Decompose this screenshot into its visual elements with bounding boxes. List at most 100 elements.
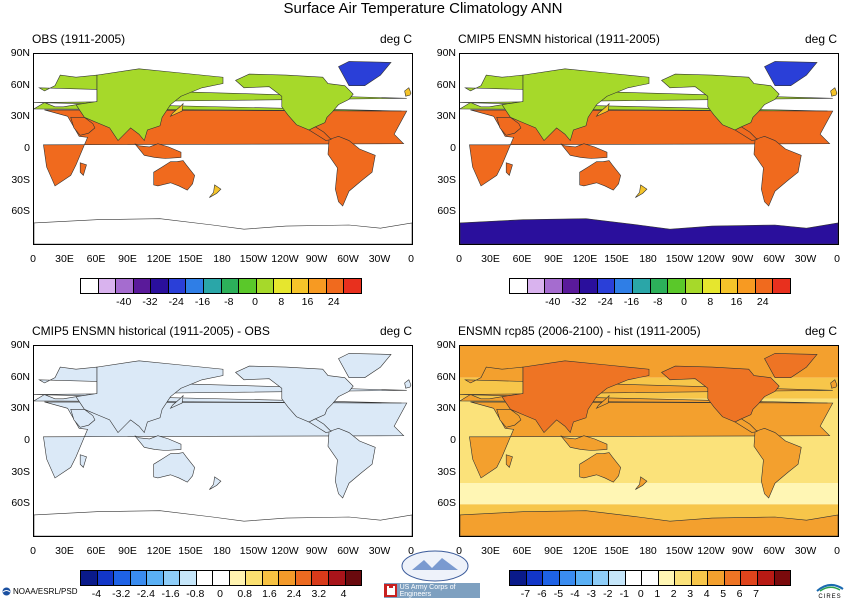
colorbar-swatch [97,571,115,585]
lon-tick-label: 60E [512,545,532,557]
lon-tick-label: 90W [305,545,328,557]
lon-tick-label: 150W [239,253,268,265]
lon-tick-label: 0 [408,253,414,265]
continent-samerica [327,428,376,499]
continent-madagascar [79,162,87,176]
panel-rcp85-minus-hist: ENSMN rcp85 (2006-2100) - hist (1911-200… [423,314,846,600]
colorbar-swatch [526,571,544,585]
colorbar-swatch [163,571,181,585]
colorbar-swatch [229,571,247,585]
continent-madagascar [505,454,513,468]
lat-tick-label: 0 [450,142,456,154]
continent-nz [635,184,648,198]
lon-tick-label: 0 [30,253,36,265]
lon-tick-label: 90W [731,253,754,265]
colorbar-label: -0.8 [186,588,205,600]
lat-tick-label: 60N [436,78,456,91]
colorbar-label: -3 [586,588,597,600]
colorbar-swatch [133,279,152,293]
colorbar [80,570,362,586]
colorbar-swatch [527,279,546,293]
continent-greenland [764,61,818,86]
colorbar-swatch [510,571,527,585]
colorbar-swatch [151,279,169,293]
colorbar-swatch [221,279,240,293]
colorbar-label: 24 [756,296,769,308]
colorbar-swatch [295,571,313,585]
map-svg [34,61,412,244]
colorbar-swatch [196,571,214,585]
colorbar-label: -4 [91,588,102,600]
colorbar-label: 16 [730,296,743,308]
colorbar-label: -8 [653,296,663,308]
noaa-label: NOAA/ESRL/PSD [13,587,78,596]
continent-greenland [764,353,818,378]
figure-title: Surface Air Temperature Climatology ANN [283,0,563,17]
continent-japan [595,102,610,117]
continent-indonesia [134,435,182,451]
continent-arabia [496,409,522,428]
panel-units: deg C [804,324,837,338]
continent-arabia [496,117,522,136]
colorbar-label: 2 [670,588,677,600]
colorbar-label: 0.8 [237,588,252,600]
colorbar-label: 0 [681,296,687,308]
colorbar-swatch [543,571,560,585]
colorbar-swatch [186,279,204,293]
lon-tick-label: 90E [544,253,563,265]
colorbar-swatch [773,279,790,293]
lat-tick-label: 30S [11,465,30,478]
colorbar-swatch [256,279,275,293]
colorbar-label: -7 [520,588,531,600]
panel-model-historical: CMIP5 ENSMN historical (1911-2005) deg C… [423,22,846,308]
lat-tick-label: 60S [437,497,456,510]
lon-tick-label: 90W [731,545,754,557]
panel-title: ENSMN rcp85 (2006-2100) - hist (1911-200… [458,324,701,338]
noaa-emblem-icon [2,587,11,596]
lon-tick-label: 120E [146,545,172,557]
interior-seal-icon [401,550,469,582]
continent-camerica [734,126,758,141]
colorbar-swatch [309,279,327,293]
lon-tick-label: 90E [118,545,137,557]
colorbar-label: 3 [687,588,694,600]
colorbar-swatch [755,279,774,293]
continent-camerica [308,126,332,141]
lon-tick-label: 30W [368,253,391,265]
map-area [459,345,839,537]
continent-japan [169,102,184,117]
lon-tick-label: 120W [271,253,299,265]
colorbar-label: -2.4 [136,588,155,600]
lat-tick-label: 60S [437,205,456,218]
panel-title: CMIP5 ENSMN historical (1911-2005) - OBS [32,324,270,338]
colorbar-label: 1 [654,588,661,600]
colorbar-label: 5 [720,588,727,600]
continent-asia [75,68,224,142]
colorbar-swatch [345,571,362,585]
lon-tick-label: 30E [481,545,500,557]
lon-tick-label: 120W [697,253,725,265]
colorbar-label: -8 [224,296,234,308]
lon-tick-label: 150E [604,253,629,265]
colorbar-swatch [576,571,593,585]
lon-tick-label: 0 [456,253,462,265]
continent-arabia [70,117,96,136]
continent-antarctica [34,510,412,536]
colorbar-label: -16 [623,296,640,308]
colorbar-label: 3.2 [311,588,327,600]
colorbar-swatch [724,571,742,585]
continent-indonesia [560,143,608,159]
panel-title: CMIP5 ENSMN historical (1911-2005) [458,32,660,46]
lat-tick-label: 0 [24,142,30,154]
colorbar-label: -1.6 [161,588,180,600]
lon-tick-label: 150E [178,253,203,265]
colorbar-swatch [279,571,296,585]
colorbar-swatch [703,279,721,293]
lat-tick-label: 60S [11,205,30,218]
lon-tick-label: 60W [337,253,359,265]
lon-tick-label: 150W [665,253,694,265]
doi-seal [400,550,470,584]
lon-tick-label: 60W [763,545,785,557]
lon-tick-label: 0 [834,253,840,265]
colorbar-label: 16 [301,296,314,308]
